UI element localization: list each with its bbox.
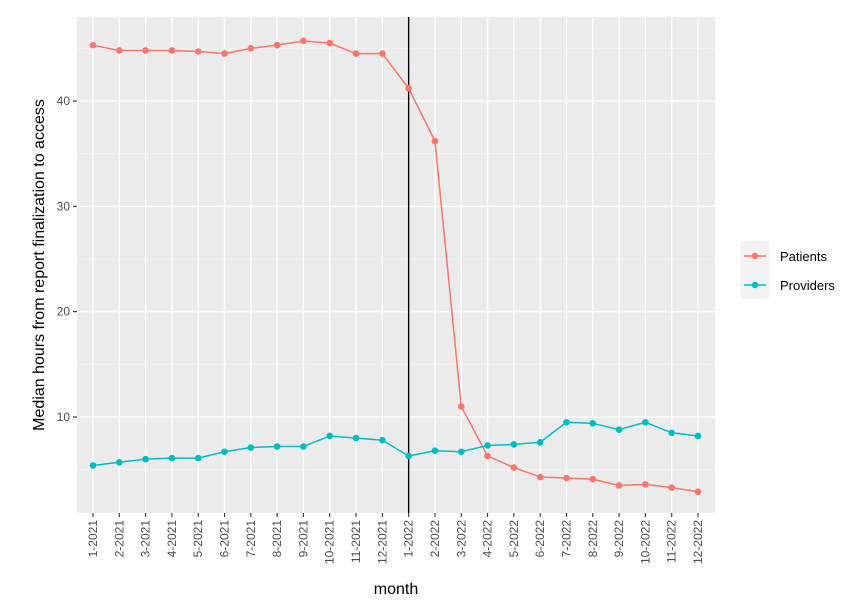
x-axis: 1-2021 2-2021 3-2021 4-2021 5-2021 6-2021 7-20…	[86, 513, 705, 564]
series-lines	[89, 37, 702, 496]
data-point	[536, 438, 544, 446]
data-point	[300, 37, 307, 45]
series-line	[92, 40, 699, 493]
data-point	[273, 41, 281, 49]
data-point	[536, 473, 544, 481]
data-point	[431, 137, 439, 145]
legend-point-providers	[751, 281, 759, 289]
legend-item-providers: Providers	[744, 278, 835, 293]
x-tick-label: 1-2021	[86, 520, 100, 558]
x-tick-label: 7-2022	[559, 520, 573, 558]
x-tick-label: 8-2022	[586, 520, 600, 558]
data-point	[510, 464, 518, 471]
x-tick-label: 4-2021	[165, 520, 179, 558]
data-point	[694, 488, 702, 496]
data-point	[221, 50, 228, 57]
data-point	[563, 418, 570, 426]
data-point	[484, 452, 491, 460]
data-point	[221, 448, 228, 456]
x-axis-title: month	[374, 581, 418, 598]
x-tick-label: 11-2021	[349, 520, 363, 563]
data-point	[589, 475, 597, 483]
data-point	[457, 403, 465, 410]
data-point	[247, 45, 255, 52]
data-point	[247, 444, 255, 451]
x-tick-label: 4-2022	[481, 520, 495, 558]
data-point	[615, 482, 623, 489]
x-tick-label: 2-2021	[112, 520, 126, 558]
x-tick-label: 6-2022	[533, 520, 547, 558]
data-point	[352, 50, 360, 57]
data-point	[668, 484, 675, 491]
data-point	[194, 454, 202, 462]
x-tick-label: 10-2022	[638, 520, 652, 564]
data-point	[89, 41, 97, 49]
legend-label-providers: Providers	[780, 278, 835, 293]
y-tick-label: 30	[57, 199, 71, 213]
data-point	[668, 429, 675, 437]
data-point	[484, 442, 491, 449]
x-tick-label: 6-2021	[218, 520, 232, 558]
legend-item-patients: Patients	[744, 249, 827, 264]
data-point	[326, 432, 334, 440]
x-tick-label: 3-2022	[454, 520, 468, 558]
data-point	[89, 462, 97, 469]
y-axis-title: Median hours from report finalization to…	[31, 99, 48, 431]
data-point	[194, 48, 202, 55]
x-tick-label: 7-2021	[244, 520, 258, 558]
data-point	[457, 448, 465, 456]
legend: Patients Providers	[741, 241, 835, 299]
x-tick-label: 2-2022	[428, 520, 442, 558]
x-tick-label: 10-2021	[323, 520, 337, 564]
data-point	[563, 474, 570, 482]
y-tick-label: 10	[57, 410, 71, 424]
x-tick-label: 1-2022	[402, 520, 416, 558]
data-point	[142, 455, 149, 463]
data-point	[510, 441, 518, 448]
data-point	[326, 39, 334, 47]
legend-label-patients: Patients	[780, 249, 827, 264]
series-line	[92, 421, 699, 467]
x-tick-label: 11-2022	[665, 520, 679, 563]
series-patients	[89, 37, 702, 496]
data-point	[116, 47, 123, 54]
x-tick-label: 5-2021	[191, 520, 205, 558]
data-point	[379, 436, 386, 444]
data-point	[273, 443, 281, 450]
data-point	[300, 443, 307, 450]
legend-point-patients	[751, 252, 759, 260]
data-point	[589, 420, 597, 427]
minor-gridlines	[77, 47, 715, 471]
data-point	[642, 418, 649, 426]
data-point	[168, 47, 176, 54]
series-providers	[89, 418, 702, 469]
y-tick-label: 20	[57, 305, 71, 319]
y-axis: 10 20 30 40	[57, 94, 77, 424]
data-point	[379, 50, 386, 57]
data-point	[642, 481, 649, 488]
data-point	[142, 47, 149, 54]
x-tick-label: 5-2022	[507, 520, 521, 558]
x-tick-label: 3-2021	[139, 520, 153, 558]
data-point	[168, 454, 176, 462]
data-point	[405, 85, 412, 92]
x-tick-label: 12-2022	[691, 520, 705, 564]
x-tick-label: 9-2022	[612, 520, 626, 558]
y-tick-label: 40	[57, 94, 71, 108]
data-point	[615, 426, 623, 433]
data-point	[694, 432, 702, 440]
data-point	[352, 434, 360, 442]
x-tick-label: 12-2021	[375, 520, 389, 564]
plot-panel	[77, 17, 715, 513]
x-tick-label: 8-2021	[270, 520, 284, 558]
x-tick-label: 9-2021	[296, 520, 310, 558]
data-point	[116, 458, 123, 466]
data-point	[405, 452, 412, 460]
data-point	[431, 447, 439, 455]
legend-key-background	[741, 241, 769, 299]
